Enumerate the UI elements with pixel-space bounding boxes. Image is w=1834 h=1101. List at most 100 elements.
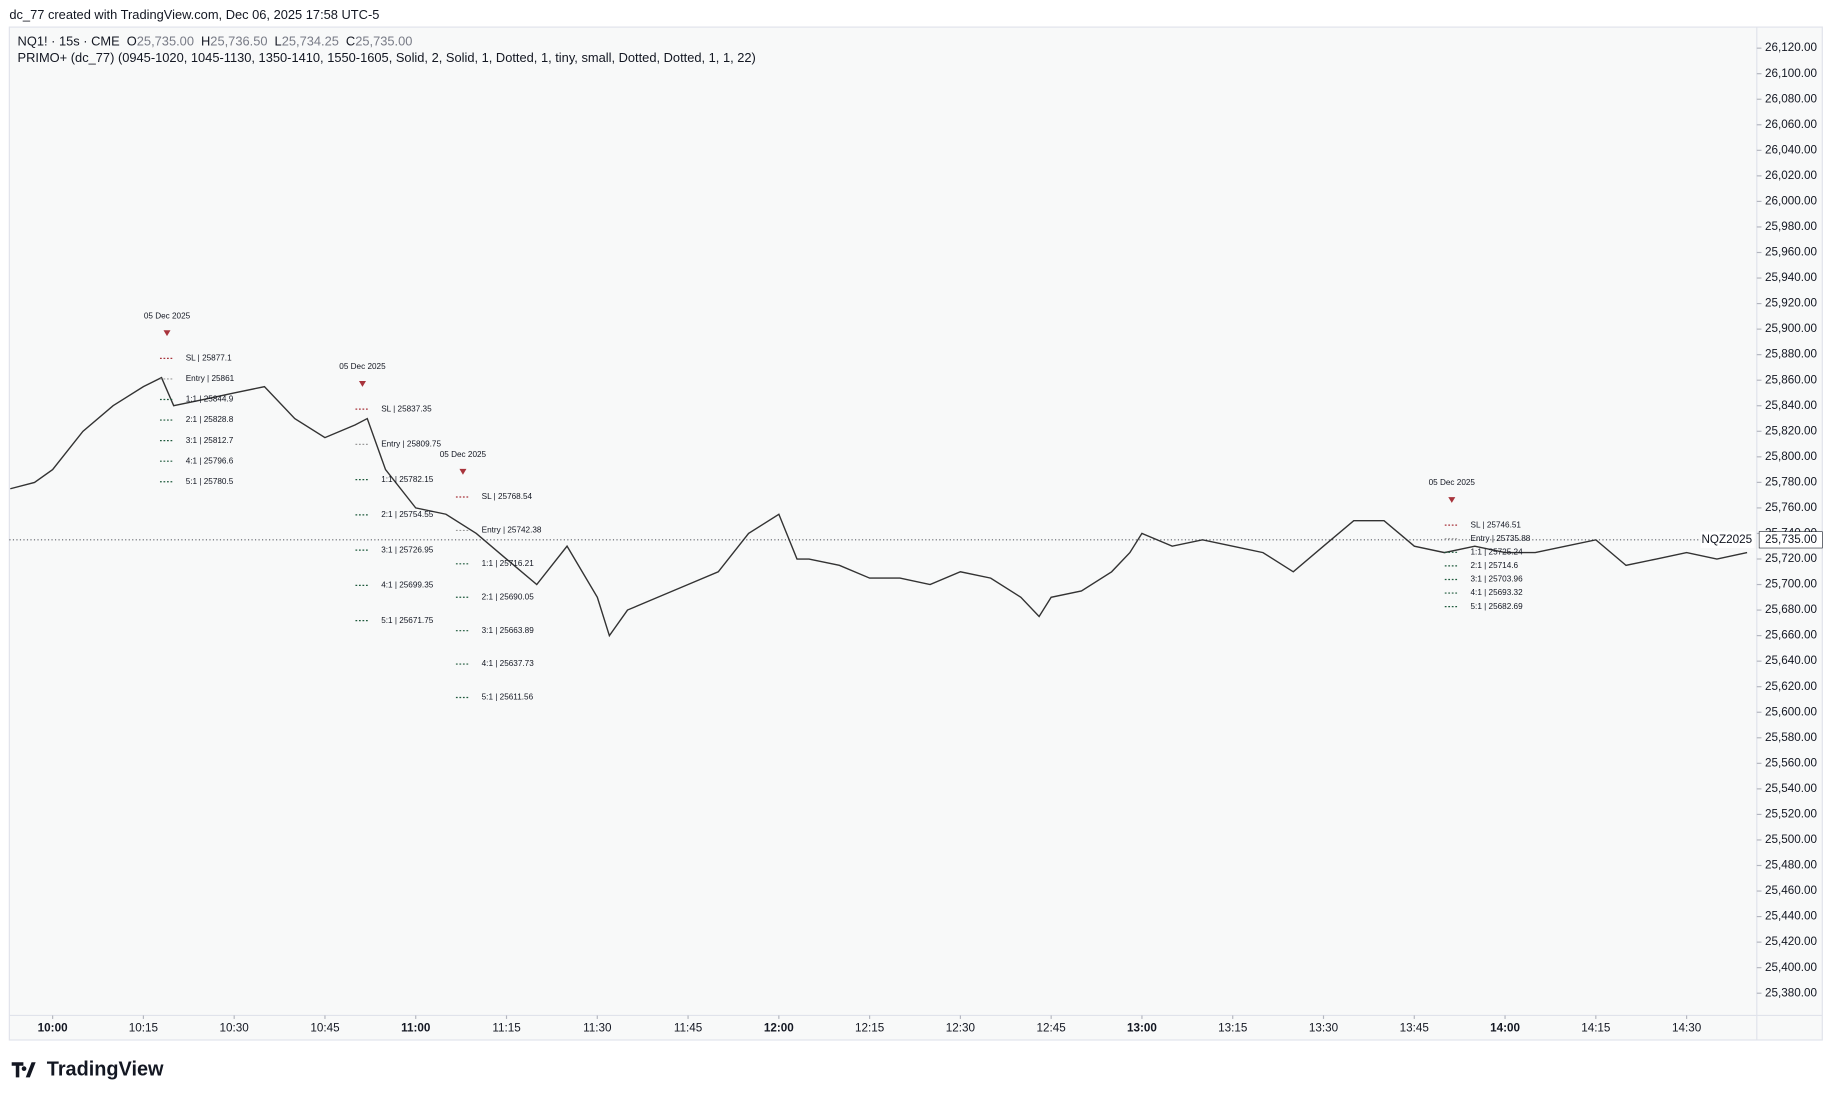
x-tick-label: 13:15 bbox=[1218, 1021, 1248, 1034]
x-tick-label: 12:30 bbox=[946, 1021, 976, 1034]
y-tick-label: 26,100.00 bbox=[1765, 67, 1817, 80]
ohlc-key: L bbox=[275, 34, 282, 49]
y-tick-label: 25,620.00 bbox=[1765, 680, 1817, 693]
level-label: 4:1 | 25699.35 bbox=[381, 581, 434, 590]
level-label: 4:1 | 25693.32 bbox=[1471, 588, 1524, 597]
setup-arrow bbox=[163, 330, 171, 337]
y-tick-label: 25,680.00 bbox=[1765, 603, 1817, 616]
level-label: SL | 25837.35 bbox=[381, 404, 432, 413]
level-label: 2:1 | 25828.8 bbox=[186, 415, 234, 424]
x-tick-label: 13:00 bbox=[1127, 1021, 1157, 1034]
level-label: 1:1 | 25725.24 bbox=[1471, 547, 1524, 556]
y-tick-label: 25,460.00 bbox=[1765, 884, 1817, 897]
x-tick-label: 13:30 bbox=[1309, 1021, 1339, 1034]
y-tick-label: 25,640.00 bbox=[1765, 654, 1817, 667]
logo-text: TradingView bbox=[47, 1059, 164, 1081]
x-tick-label: 12:15 bbox=[855, 1021, 885, 1034]
x-tick-label: 12:00 bbox=[764, 1021, 794, 1034]
logo-icon bbox=[11, 1062, 36, 1078]
y-tick-label: 25,480.00 bbox=[1765, 859, 1817, 872]
last-price-badge bbox=[1758, 531, 1823, 549]
y-tick-label: 25,500.00 bbox=[1765, 833, 1817, 846]
y-tick-label: 25,840.00 bbox=[1765, 399, 1817, 412]
x-tick-label: 11:30 bbox=[583, 1021, 612, 1034]
x-tick-label: 10:00 bbox=[38, 1021, 68, 1034]
level-label: SL | 25768.54 bbox=[482, 492, 533, 501]
ohlc-key: C bbox=[346, 34, 355, 49]
ohlc-value: 25,734.25 bbox=[282, 34, 339, 49]
y-tick-label: 25,980.00 bbox=[1765, 220, 1817, 233]
x-tick-label: 14:15 bbox=[1581, 1021, 1611, 1034]
y-tick-label: 25,900.00 bbox=[1765, 322, 1817, 335]
setup-arrow bbox=[459, 468, 467, 475]
y-tick-label: 25,540.00 bbox=[1765, 782, 1817, 795]
symbol-legend: NQ1! · 15s · CME O25,735.00 H25,736.50 L25,… bbox=[18, 34, 413, 49]
ohlc-value: 25,735.00 bbox=[355, 34, 412, 49]
x-tick-label: 10:45 bbox=[310, 1021, 340, 1034]
level-label: 5:1 | 25671.75 bbox=[381, 616, 434, 625]
y-tick-label: 26,000.00 bbox=[1765, 195, 1817, 208]
level-label: 2:1 | 25714.6 bbox=[1471, 561, 1519, 570]
level-label: 3:1 | 25726.95 bbox=[381, 545, 434, 554]
level-label: 3:1 | 25703.96 bbox=[1471, 575, 1524, 584]
indicator: PRIMO+ (dc_77) (0945-1020, 1045-1130, 13… bbox=[18, 50, 756, 65]
level-label: 1:1 | 25782.15 bbox=[381, 475, 434, 484]
x-tick-label: 11:15 bbox=[492, 1021, 521, 1034]
price-line bbox=[10, 376, 1748, 638]
y-tick-label: 25,600.00 bbox=[1765, 705, 1817, 718]
setup-date: 05 Dec 2025 bbox=[144, 311, 191, 320]
setup-arrow bbox=[358, 381, 366, 387]
level-label: Entry | 25809.75 bbox=[381, 440, 441, 449]
level-label: 2:1 | 25754.55 bbox=[381, 510, 434, 519]
symbol-label: NQZ2025 bbox=[1701, 533, 1752, 546]
level-label: 2:1 | 25690.05 bbox=[482, 592, 535, 601]
level-label: 5:1 | 25682.69 bbox=[1471, 602, 1524, 611]
level-label: 3:1 | 25663.89 bbox=[482, 626, 535, 635]
y-tick-label: 26,020.00 bbox=[1765, 169, 1817, 182]
y-tick-label: 25,560.00 bbox=[1765, 756, 1817, 769]
x-tick-label: 14:30 bbox=[1672, 1021, 1702, 1034]
ohlc-value: 25,736.50 bbox=[210, 34, 267, 49]
level-label: Entry | 25735.88 bbox=[1471, 534, 1531, 543]
ohlc-key: O bbox=[127, 34, 137, 49]
y-tick-label: 26,040.00 bbox=[1765, 143, 1817, 156]
symbol: NQ1! · 15s · CME bbox=[18, 34, 121, 49]
y-tick-label: 25,780.00 bbox=[1765, 475, 1817, 488]
credit: dc_77 created with TradingView.com, Dec … bbox=[9, 7, 379, 22]
ohlc-key: H bbox=[201, 34, 210, 49]
level-label: 1:1 | 25716.21 bbox=[482, 559, 535, 568]
level-label: Entry | 25742.38 bbox=[482, 526, 542, 535]
x-tick-label: 11:45 bbox=[674, 1021, 703, 1034]
level-label: 4:1 | 25637.73 bbox=[482, 659, 535, 668]
x-tick-label: 10:30 bbox=[220, 1021, 250, 1034]
level-label: 5:1 | 25611.56 bbox=[482, 693, 534, 702]
symbol-badge bbox=[1700, 531, 1755, 549]
level-label: 3:1 | 25812.7 bbox=[186, 436, 234, 445]
level-label: 5:1 | 25780.5 bbox=[186, 477, 234, 486]
setup-arrow bbox=[1448, 497, 1456, 503]
y-tick-label: 25,660.00 bbox=[1765, 629, 1817, 642]
y-tick-label: 25,940.00 bbox=[1765, 271, 1817, 284]
setup-date: 05 Dec 2025 bbox=[1429, 478, 1476, 487]
setup-date: 05 Dec 2025 bbox=[440, 450, 487, 459]
y-tick-label: 25,920.00 bbox=[1765, 297, 1817, 310]
level-label: 4:1 | 25796.6 bbox=[186, 456, 234, 465]
y-tick-label: 25,440.00 bbox=[1765, 910, 1817, 923]
y-tick-label: 25,580.00 bbox=[1765, 731, 1817, 744]
y-tick-label: 25,700.00 bbox=[1765, 578, 1817, 591]
x-tick-label: 14:00 bbox=[1490, 1021, 1520, 1034]
ohlc-value: 25,735.00 bbox=[137, 34, 194, 49]
setup-date: 05 Dec 2025 bbox=[339, 362, 386, 371]
y-tick-label: 25,880.00 bbox=[1765, 348, 1817, 361]
last-price-label: 25,735.00 bbox=[1765, 533, 1817, 546]
y-tick-label: 25,960.00 bbox=[1765, 246, 1817, 259]
logo: TradingView bbox=[11, 1059, 164, 1081]
x-tick-label: 11:00 bbox=[401, 1021, 431, 1034]
level-label: Entry | 25861 bbox=[186, 374, 235, 383]
y-tick-label: 25,420.00 bbox=[1765, 935, 1817, 948]
level-label: SL | 25746.51 bbox=[1471, 520, 1522, 529]
y-tick-label: 25,760.00 bbox=[1765, 501, 1817, 514]
y-tick-label: 26,060.00 bbox=[1765, 118, 1817, 131]
